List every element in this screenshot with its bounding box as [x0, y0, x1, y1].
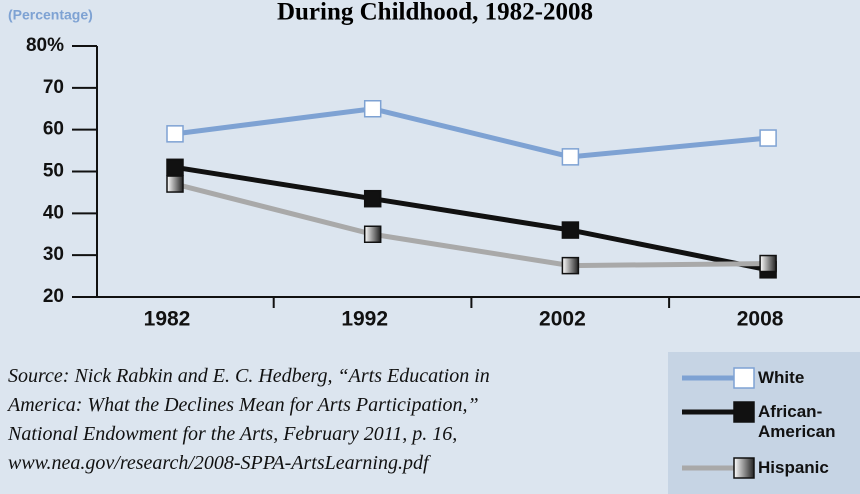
point-marker: [363, 225, 382, 243]
source: Source: Nick Rabkin and E. C. Hedberg, “…: [8, 362, 490, 478]
point-marker: [561, 256, 580, 275]
point-marker: [166, 175, 184, 193]
legend-marker: [733, 457, 755, 479]
source-line: National Endowment for the Arts, Februar…: [8, 423, 458, 445]
series-line: [174, 106, 769, 160]
point-marker: [759, 254, 777, 273]
point-marker: [363, 189, 382, 208]
series-line: [174, 164, 769, 273]
legend-swatch: [682, 401, 755, 423]
y-axis-label: (Percentage): [8, 7, 93, 23]
legend-swatch: [682, 367, 755, 389]
chart-title: During Childhood, 1982-2008: [277, 0, 593, 26]
x-tick-label: 1992: [341, 308, 388, 331]
legend-label: African-American: [758, 402, 836, 441]
point-marker: [561, 221, 580, 239]
legend-label: Hispanic: [758, 458, 829, 477]
series-line: [174, 181, 769, 269]
x-tick-label: 1982: [144, 308, 191, 331]
point-marker: [561, 148, 580, 166]
legend-marker: [733, 367, 755, 389]
point-marker: [166, 158, 184, 177]
point-marker: [363, 100, 382, 118]
y-tick-label: 60: [43, 119, 64, 140]
x-tick-label: 2002: [539, 308, 586, 331]
y-tick-label: 40: [43, 202, 64, 223]
source-line: www.nea.gov/research/2008-SPPA-ArtsLearn…: [8, 452, 429, 474]
y-tick-label: 20: [43, 286, 64, 307]
point-marker: [166, 125, 184, 143]
y-tick-label: 80%: [26, 35, 64, 56]
legend-swatch: [682, 457, 755, 479]
y-tick-label: 50: [43, 161, 64, 182]
y-tick-label: 70: [43, 77, 64, 98]
legend-label: White: [758, 368, 805, 387]
legend: White African-American Hispanic: [668, 352, 860, 494]
x-tick-label: 2008: [737, 308, 784, 331]
source-line: Source: Nick Rabkin and E. C. Hedberg, “…: [8, 365, 490, 387]
source-line: America: What the Declines Mean for Arts…: [8, 394, 479, 416]
legend-marker: [733, 401, 755, 423]
point-marker: [759, 129, 777, 147]
y-tick-label: 30: [43, 244, 64, 265]
